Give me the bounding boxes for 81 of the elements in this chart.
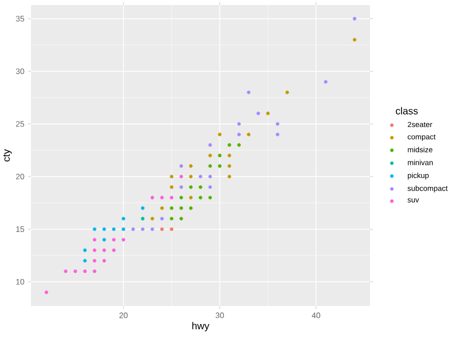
point bbox=[160, 216, 164, 220]
point bbox=[189, 206, 193, 210]
point bbox=[179, 216, 184, 220]
point bbox=[228, 154, 232, 158]
point bbox=[228, 143, 232, 147]
point bbox=[266, 112, 270, 116]
point bbox=[352, 38, 356, 42]
point bbox=[189, 174, 193, 178]
y-axis-title: cty bbox=[3, 149, 12, 162]
point bbox=[198, 196, 202, 200]
point bbox=[198, 185, 202, 189]
point bbox=[218, 132, 222, 136]
point bbox=[131, 227, 135, 231]
point bbox=[112, 238, 116, 242]
point bbox=[122, 238, 126, 242]
point bbox=[324, 80, 328, 84]
point bbox=[179, 185, 184, 189]
point bbox=[102, 227, 106, 231]
point bbox=[198, 174, 202, 178]
point bbox=[208, 154, 212, 158]
point bbox=[140, 216, 145, 220]
point bbox=[208, 196, 212, 200]
point bbox=[237, 122, 241, 126]
x-axis-title: hwy bbox=[192, 322, 210, 332]
point bbox=[122, 216, 126, 220]
point bbox=[150, 216, 154, 220]
legend-title: class bbox=[396, 107, 418, 114]
point bbox=[83, 258, 87, 263]
point bbox=[189, 164, 193, 168]
point bbox=[276, 132, 280, 136]
point bbox=[208, 174, 212, 178]
point bbox=[102, 248, 106, 252]
point bbox=[228, 174, 232, 178]
point bbox=[189, 196, 193, 200]
point bbox=[140, 206, 145, 210]
point bbox=[92, 258, 96, 263]
point bbox=[102, 258, 106, 263]
point bbox=[92, 238, 96, 242]
point bbox=[150, 196, 154, 200]
point bbox=[150, 227, 154, 231]
point bbox=[160, 196, 164, 200]
point bbox=[237, 132, 241, 136]
point bbox=[170, 216, 174, 220]
point bbox=[285, 90, 289, 94]
point bbox=[218, 164, 222, 168]
point bbox=[246, 132, 250, 136]
point bbox=[352, 16, 356, 20]
point bbox=[83, 248, 87, 252]
point bbox=[208, 185, 212, 189]
point bbox=[160, 227, 164, 231]
point bbox=[256, 112, 260, 116]
point bbox=[170, 227, 174, 231]
point bbox=[44, 290, 48, 294]
point bbox=[208, 143, 212, 147]
point bbox=[218, 154, 222, 158]
point bbox=[160, 206, 164, 210]
point bbox=[92, 227, 96, 231]
point bbox=[92, 248, 96, 252]
point bbox=[208, 164, 212, 168]
point bbox=[64, 269, 68, 274]
point bbox=[179, 196, 184, 200]
point bbox=[140, 227, 145, 231]
point bbox=[179, 174, 184, 178]
point bbox=[112, 227, 116, 231]
point bbox=[276, 122, 280, 126]
point bbox=[170, 174, 174, 178]
point bbox=[179, 206, 184, 210]
point bbox=[102, 238, 106, 242]
point bbox=[228, 164, 232, 168]
point bbox=[170, 185, 174, 189]
point bbox=[170, 206, 174, 210]
point bbox=[74, 269, 78, 274]
point bbox=[189, 185, 193, 189]
point bbox=[92, 269, 96, 274]
point bbox=[246, 90, 250, 94]
point bbox=[83, 269, 87, 274]
point bbox=[170, 196, 174, 200]
point bbox=[237, 143, 241, 147]
point bbox=[179, 164, 184, 168]
point bbox=[122, 227, 126, 231]
point bbox=[112, 248, 116, 252]
